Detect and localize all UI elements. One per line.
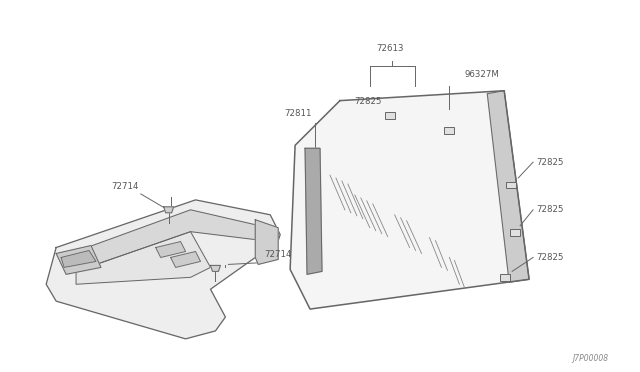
Text: 72825: 72825 bbox=[354, 97, 381, 106]
Text: 72825: 72825 bbox=[536, 205, 564, 214]
Bar bbox=[385, 112, 395, 119]
Polygon shape bbox=[305, 148, 322, 274]
Bar bbox=[444, 127, 454, 134]
Text: 72825: 72825 bbox=[536, 158, 564, 167]
Polygon shape bbox=[171, 251, 200, 267]
Text: 72811: 72811 bbox=[284, 109, 312, 118]
Polygon shape bbox=[156, 241, 186, 257]
Bar bbox=[506, 182, 516, 189]
Text: 96327M: 96327M bbox=[465, 70, 499, 79]
Polygon shape bbox=[255, 220, 278, 264]
Text: 72825: 72825 bbox=[536, 253, 564, 262]
Text: 72714: 72714 bbox=[264, 250, 292, 259]
Bar bbox=[500, 274, 510, 281]
Polygon shape bbox=[211, 265, 220, 271]
Polygon shape bbox=[56, 246, 101, 274]
Text: J7P00008: J7P00008 bbox=[573, 354, 609, 363]
Polygon shape bbox=[46, 200, 280, 339]
Polygon shape bbox=[290, 91, 529, 309]
Bar bbox=[510, 229, 520, 236]
Text: 72613: 72613 bbox=[376, 44, 403, 53]
Polygon shape bbox=[76, 210, 255, 271]
Polygon shape bbox=[61, 250, 96, 267]
Text: 72714: 72714 bbox=[111, 182, 139, 191]
Polygon shape bbox=[487, 91, 529, 282]
Polygon shape bbox=[164, 207, 173, 213]
Polygon shape bbox=[76, 232, 211, 284]
